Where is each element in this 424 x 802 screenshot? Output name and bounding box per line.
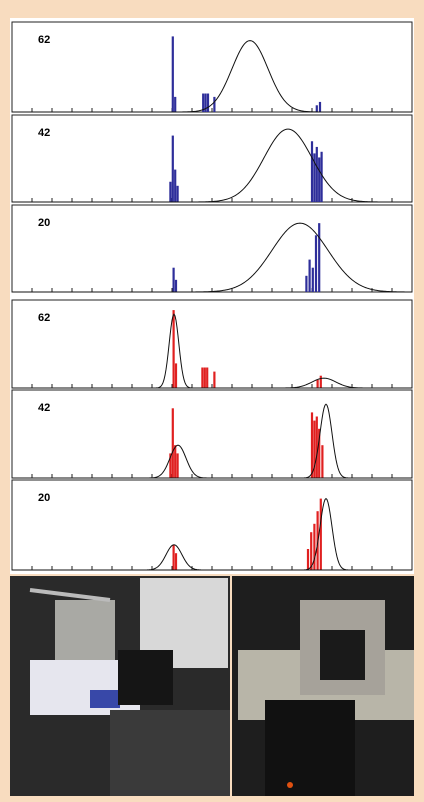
bar	[174, 445, 177, 478]
bar	[313, 523, 316, 570]
bar	[315, 416, 318, 478]
panel-label: 42	[38, 402, 50, 414]
plot-area	[10, 18, 414, 574]
bar	[169, 181, 172, 202]
bar	[206, 367, 209, 388]
bar	[305, 275, 308, 292]
bar	[171, 408, 174, 478]
bar	[318, 428, 321, 478]
bar	[213, 371, 216, 388]
bar	[311, 267, 314, 292]
bar	[174, 96, 177, 112]
bar	[306, 549, 310, 570]
bar	[171, 36, 174, 112]
bar	[315, 105, 318, 112]
panel-label: 20	[38, 217, 50, 229]
photo-right	[232, 576, 414, 796]
bar	[201, 367, 204, 388]
bar	[314, 235, 318, 292]
panel-label: 62	[38, 312, 50, 324]
bar	[202, 93, 205, 112]
bar	[174, 363, 178, 388]
bar	[203, 367, 206, 388]
panel-label: 42	[38, 127, 50, 139]
bar	[316, 379, 319, 388]
bar	[172, 310, 175, 388]
bar	[318, 157, 321, 202]
bar	[310, 412, 314, 478]
bar	[206, 93, 210, 112]
bar	[308, 259, 311, 292]
panel-label: 20	[38, 492, 50, 504]
panel-label: 62	[38, 34, 50, 46]
bar	[204, 93, 207, 112]
bar	[310, 532, 313, 570]
bar	[313, 153, 316, 202]
fit-curve	[12, 222, 413, 293]
bar	[176, 453, 179, 478]
bar	[171, 135, 174, 202]
fit-curve	[12, 377, 412, 389]
bar	[310, 141, 314, 202]
bar	[320, 151, 323, 202]
fit-curve	[12, 40, 412, 113]
photo-left	[10, 576, 230, 796]
bar	[174, 279, 178, 292]
bar	[321, 445, 324, 478]
bar	[169, 453, 172, 478]
bar	[319, 498, 322, 570]
bar	[313, 420, 316, 478]
fit-curve	[12, 128, 412, 203]
bar	[213, 96, 216, 112]
bar	[318, 101, 322, 112]
bar	[174, 553, 178, 570]
bar	[172, 267, 175, 292]
fit-curve	[12, 403, 412, 479]
bar	[174, 169, 177, 202]
bar	[172, 544, 175, 570]
bar	[315, 146, 318, 202]
bar	[176, 185, 179, 202]
bar	[318, 223, 321, 292]
bar	[319, 375, 322, 388]
fit-curve	[12, 497, 412, 571]
